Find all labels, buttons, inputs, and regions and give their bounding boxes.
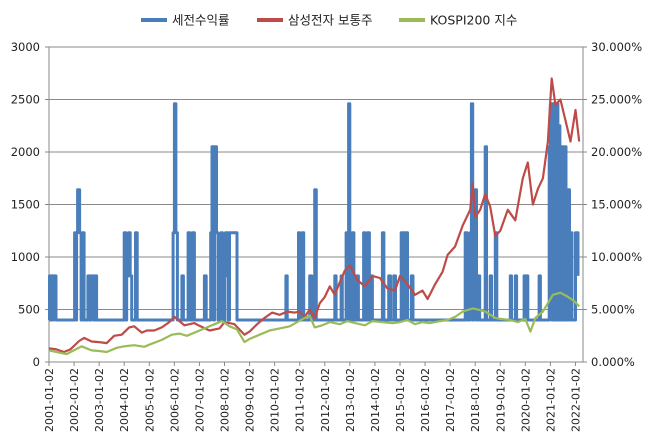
y-left-tick-label: 0	[33, 355, 40, 369]
y-right-tick-label: 25.000%	[591, 93, 642, 107]
series-group	[48, 77, 581, 356]
x-tick-label: 2013-01-02	[344, 368, 357, 432]
y-axis-left: 0 500 1000 1500 2000 2500 3000	[11, 40, 49, 369]
y-left-tick-label: 2500	[11, 93, 40, 107]
legend: 세전수익률 삼성전자 보통주 KOSPI200 지수	[141, 13, 517, 28]
y-right-tick-label: 5.000%	[591, 303, 635, 317]
legend-label-1: 삼성전자 보통주	[288, 13, 372, 28]
legend-label-0: 세전수익률	[172, 13, 230, 28]
x-tick-label: 2019-01-02	[494, 368, 507, 432]
y-right-tick-label: 15.000%	[591, 198, 642, 212]
series-line-2	[48, 291, 581, 356]
x-tick-label: 2011-01-02	[294, 368, 307, 432]
x-tick-label: 2015-01-02	[394, 368, 407, 432]
y-axis-right: 0.000% 5.000% 10.000% 15.000% 20.000% 25.000%…	[583, 40, 642, 369]
y-left-tick-label: 500	[18, 303, 40, 317]
y-right-tick-label: 0.000%	[591, 355, 635, 369]
x-tick-label: 2010-01-02	[269, 368, 282, 432]
x-tick-label: 2017-01-02	[444, 368, 457, 432]
x-tick-label: 2022-01-02	[569, 368, 582, 432]
y-right-tick-label: 30.000%	[591, 40, 642, 54]
x-tick-label: 2003-01-02	[93, 368, 106, 432]
x-tick-label: 2006-01-02	[168, 368, 181, 432]
x-tick-label: 2002-01-02	[68, 368, 81, 432]
y-left-tick-label: 1000	[11, 250, 40, 264]
x-tick-label: 2014-01-02	[369, 368, 382, 432]
x-tick-label: 2005-01-02	[143, 368, 156, 432]
y-left-tick-label: 1500	[11, 198, 40, 212]
x-tick-label: 2001-01-02	[43, 368, 56, 432]
y-left-tick-label: 3000	[11, 40, 40, 54]
x-tick-label: 2021-01-02	[544, 368, 557, 432]
x-tick-label: 2018-01-02	[469, 368, 482, 432]
x-tick-label: 2020-01-02	[519, 368, 532, 432]
x-tick-label: 2007-01-02	[193, 368, 206, 432]
x-tick-label: 2012-01-02	[319, 368, 332, 432]
x-tick-label: 2016-01-02	[419, 368, 432, 432]
y-right-tick-label: 20.000%	[591, 145, 642, 159]
series-line-0	[48, 102, 580, 322]
legend-label-2: KOSPI200 지수	[430, 13, 517, 28]
x-tick-label: 2004-01-02	[118, 368, 131, 432]
series-line-1	[48, 77, 581, 354]
x-tick-label: 2009-01-02	[244, 368, 257, 432]
y-left-tick-label: 2000	[11, 145, 40, 159]
x-axis: 2001-01-02 2002-01-02 2003-01-02 2004-01-02…	[43, 362, 582, 432]
x-tick-label: 2008-01-02	[218, 368, 231, 432]
y-right-tick-label: 10.000%	[591, 250, 642, 264]
